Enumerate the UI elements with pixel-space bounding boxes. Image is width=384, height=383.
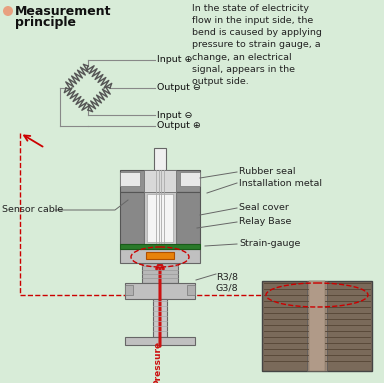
Text: Input ⊖: Input ⊖ <box>157 111 192 119</box>
Bar <box>125 285 133 295</box>
Bar <box>125 337 195 345</box>
Text: In the state of electricity
flow in the input side, the
bend is caused by applyi: In the state of electricity flow in the … <box>192 4 322 86</box>
Bar <box>262 281 372 371</box>
Bar <box>144 170 176 192</box>
Bar <box>307 281 327 371</box>
Text: Rubber seal: Rubber seal <box>239 167 296 177</box>
Text: Measurement: Measurement <box>15 5 111 18</box>
Bar <box>120 170 200 192</box>
Bar <box>120 249 200 263</box>
Bar <box>144 192 176 244</box>
Bar <box>125 283 195 299</box>
Bar <box>120 192 144 244</box>
Bar <box>187 285 195 295</box>
Bar <box>309 281 325 371</box>
Text: Strain-gauge: Strain-gauge <box>239 239 300 249</box>
Bar <box>180 172 200 186</box>
Bar <box>120 244 200 249</box>
Text: principle: principle <box>15 16 76 29</box>
Bar <box>176 192 200 244</box>
Bar <box>147 194 173 242</box>
Circle shape <box>3 6 13 16</box>
Bar <box>146 252 174 259</box>
Bar <box>120 172 140 186</box>
Text: Relay Base: Relay Base <box>239 218 291 226</box>
Text: Installation metal: Installation metal <box>239 178 322 188</box>
Text: Sensor cable: Sensor cable <box>2 206 63 214</box>
Bar <box>154 148 166 170</box>
Text: Seal cover: Seal cover <box>239 203 289 213</box>
Text: Pressure: Pressure <box>154 341 162 383</box>
Bar <box>142 263 178 283</box>
Text: Output ⊕: Output ⊕ <box>157 121 201 131</box>
Bar <box>153 299 167 337</box>
Text: Output ⊖: Output ⊖ <box>157 83 201 93</box>
Text: Input ⊕: Input ⊕ <box>157 56 192 64</box>
Text: R3/8
G3/8: R3/8 G3/8 <box>216 272 238 292</box>
